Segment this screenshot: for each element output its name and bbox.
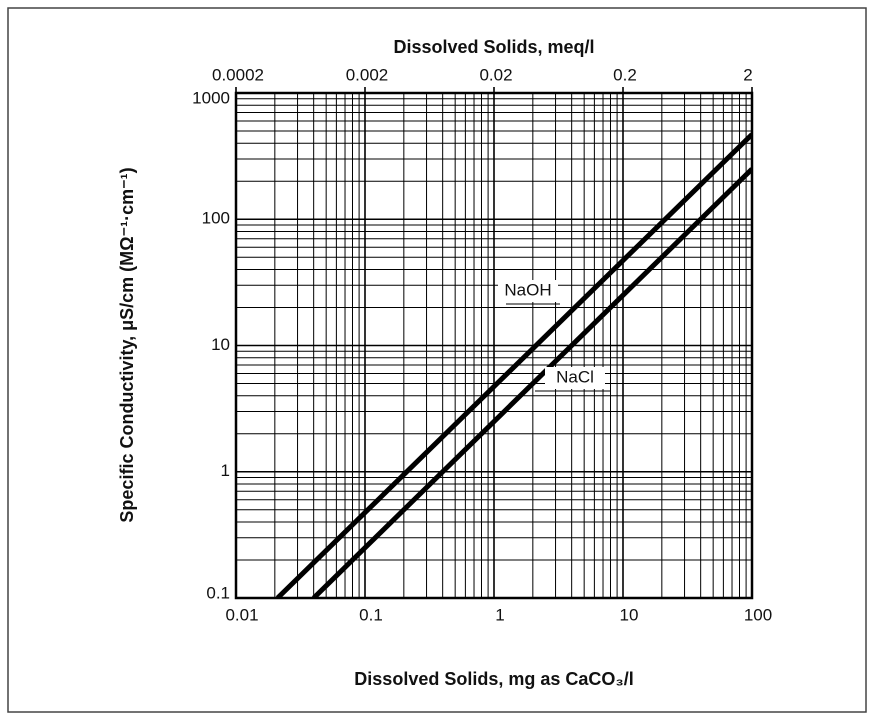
line-series <box>275 132 752 598</box>
x-tick-label: 1 <box>495 605 504 624</box>
x-tick-label: 0.01 <box>225 605 258 624</box>
x-tick-label: 10 <box>620 605 639 624</box>
x2-tick-label: 0.2 <box>613 65 637 84</box>
x2-tick-label: 0.0002 <box>212 65 264 84</box>
y-tick-label: 0.1 <box>206 583 230 602</box>
y-tick-label: 1000 <box>192 88 230 107</box>
frame <box>7 7 867 713</box>
label-bg <box>545 367 605 389</box>
y-axis-title: Specific Conductivity, μS/cm (MΩ⁻¹·cm⁻¹) <box>117 167 137 522</box>
x2-tick-label: 0.02 <box>479 65 512 84</box>
y-tick-label: 100 <box>202 209 230 228</box>
series-label: NaCl <box>556 367 594 386</box>
x-tick-label: 0.1 <box>359 605 383 624</box>
series-label: NaOH <box>504 280 551 299</box>
y-tick-label: 10 <box>211 335 230 354</box>
x2-tick-label: 0.002 <box>346 65 389 84</box>
x2-tick-label: 2 <box>743 65 752 84</box>
x-tick-label: 100 <box>744 605 772 624</box>
line-series <box>311 167 752 598</box>
x2-axis-title: Dissolved Solids, meq/l <box>393 37 594 57</box>
y-tick-label: 1 <box>221 461 230 480</box>
label-bg <box>498 280 558 302</box>
plot-border <box>234 91 754 600</box>
x-axis-title: Dissolved Solids, mg as CaCO₃/l <box>354 669 633 689</box>
